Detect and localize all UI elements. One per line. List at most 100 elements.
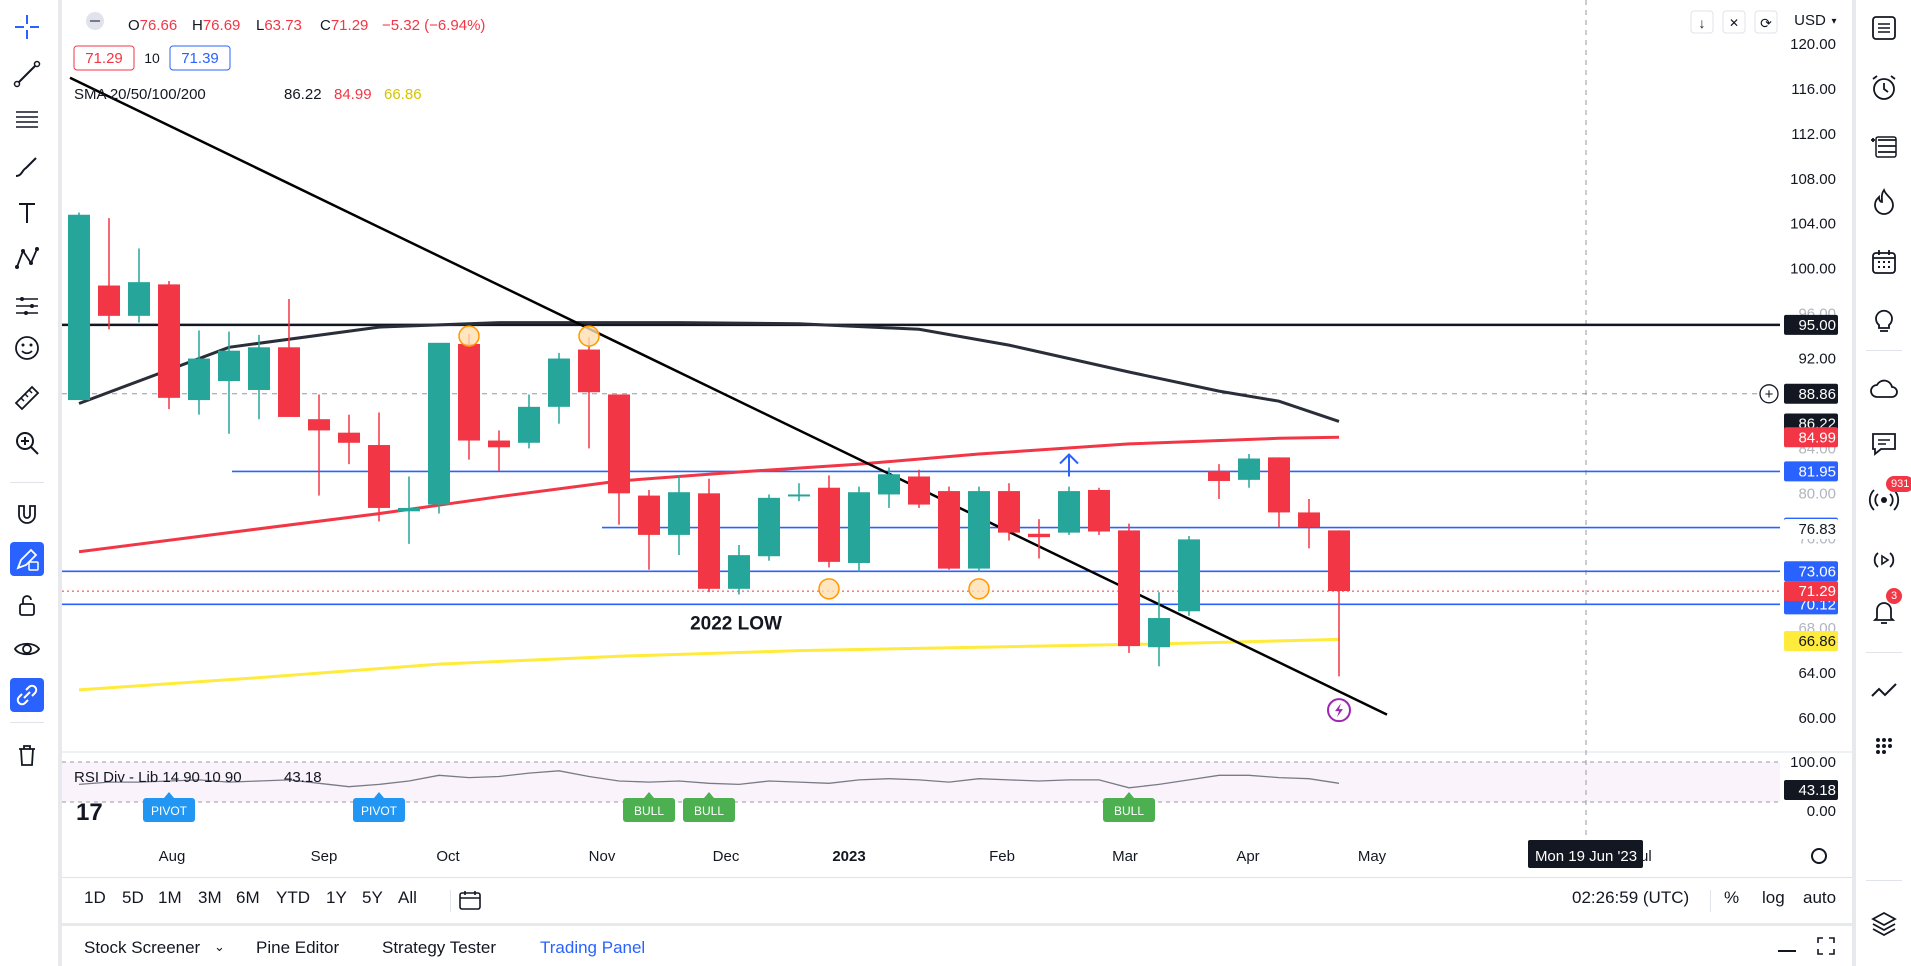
rsi-signal-badge[interactable] [353, 798, 405, 822]
alarm-clock-button[interactable] [1866, 70, 1902, 106]
candle-body[interactable] [308, 419, 330, 431]
timeframe-1y[interactable]: 1Y [326, 888, 347, 907]
candle-body[interactable] [398, 507, 420, 512]
lock-drawing-tool-button[interactable] [10, 542, 44, 576]
auto-scale-toggle[interactable]: auto [1803, 888, 1837, 907]
candle-body[interactable] [1118, 530, 1140, 647]
timeframe-ytd[interactable]: YTD [276, 888, 310, 907]
timeframe-3m[interactable]: 3M [198, 888, 222, 907]
candle-body[interactable] [878, 474, 900, 495]
collapse-button[interactable] [1722, 10, 1746, 34]
fib-lines-tool-button[interactable] [10, 103, 44, 137]
rsi-signal-badge[interactable] [1103, 798, 1155, 822]
layers-button[interactable] [1866, 906, 1902, 942]
time-axis[interactable]: AugSepOctNovDec2023FebMarAprMayJuulMon 1… [159, 840, 1652, 868]
candle-body[interactable] [98, 285, 120, 316]
forecast-tool-button[interactable] [10, 289, 44, 323]
crosshair-tool-button[interactable] [10, 10, 44, 44]
candle-body[interactable] [938, 491, 960, 569]
candle-body[interactable] [1328, 530, 1350, 592]
annotation-2022-low[interactable]: 2022 LOW [690, 613, 782, 634]
trendline-tool-button[interactable] [10, 57, 44, 91]
candle-body[interactable] [518, 406, 540, 443]
calendar-button[interactable] [1866, 244, 1902, 280]
candle-body[interactable] [968, 491, 990, 569]
zoom-tool-button[interactable] [10, 426, 44, 460]
text-tool-button[interactable] [10, 196, 44, 230]
rsi-signal-badge[interactable] [143, 798, 195, 822]
candle-body[interactable] [488, 440, 510, 448]
lock-tool-button[interactable] [10, 588, 44, 622]
date-range-calendar-icon[interactable] [458, 889, 482, 911]
candle-body[interactable] [338, 432, 360, 443]
candle-body[interactable] [578, 349, 600, 393]
candle-body[interactable] [1088, 489, 1110, 532]
candle-body[interactable] [458, 343, 480, 441]
tab-stock-screener[interactable]: Stock Screener [84, 938, 201, 957]
candle-body[interactable] [998, 491, 1020, 533]
maximize-panel-icon[interactable] [1816, 936, 1836, 956]
candle-body[interactable] [1208, 470, 1230, 481]
trend-button[interactable] [1866, 674, 1902, 710]
candle-body[interactable] [1058, 491, 1080, 533]
log-scale-toggle[interactable]: log [1762, 888, 1785, 907]
scroll-down-button[interactable] [1690, 10, 1714, 34]
utc-clock[interactable]: 02:26:59 (UTC) [1572, 888, 1690, 907]
add-list-button[interactable] [1866, 128, 1902, 164]
candle-body[interactable] [248, 347, 270, 390]
timeframe-6m[interactable]: 6M [236, 888, 260, 907]
tab-trading-panel[interactable]: Trading Panel [540, 938, 646, 957]
candle-body[interactable] [1028, 533, 1050, 538]
candle-body[interactable] [848, 492, 870, 563]
candle-body[interactable] [668, 492, 690, 535]
sell-button[interactable] [73, 45, 135, 71]
chart-settings-gear-icon[interactable] [1811, 848, 1827, 864]
candle-body[interactable] [638, 495, 660, 535]
pattern-tool-button[interactable] [10, 242, 44, 276]
buy-button[interactable] [169, 45, 231, 71]
candle-body[interactable] [368, 445, 390, 508]
hotlist-button[interactable] [1866, 184, 1902, 220]
rsi-signal-badge[interactable] [623, 798, 675, 822]
sma-indicator-label[interactable]: SMA 20/50/100/200 [74, 86, 206, 103]
candle-body[interactable] [1148, 618, 1170, 648]
tab-strategy-tester[interactable]: Strategy Tester [382, 938, 497, 957]
candle-body[interactable] [728, 555, 750, 589]
minimize-panel-icon[interactable] [1778, 950, 1796, 952]
price-chart[interactable]: 2022 LOW 120.00 116.00 112.00 108.00 104.00 10… [62, 0, 1852, 877]
ideas-lightbulb-button[interactable] [1866, 302, 1902, 338]
candle-body[interactable] [278, 347, 300, 417]
candle-body[interactable] [608, 394, 630, 494]
dots-grid-button[interactable] [1866, 728, 1902, 764]
currency-selector[interactable]: USD [1794, 12, 1826, 29]
candle-body[interactable] [158, 284, 180, 398]
brush-tool-button[interactable] [10, 150, 44, 184]
timeframe-5d[interactable]: 5D [122, 888, 144, 907]
candle-body[interactable] [428, 342, 450, 505]
candle-body[interactable] [788, 494, 810, 497]
timeframe-1m[interactable]: 1M [158, 888, 182, 907]
candle-body[interactable] [1238, 458, 1260, 480]
ruler-tool-button[interactable] [10, 381, 44, 415]
tab-pine-editor[interactable]: Pine Editor [256, 938, 340, 957]
fullscreen-button[interactable] [1754, 10, 1778, 34]
rsi-signal-badge[interactable] [683, 798, 735, 822]
play-button[interactable] [1866, 542, 1902, 578]
timeframe-1d[interactable]: 1D [84, 888, 106, 907]
chevron-down-icon[interactable]: ⌄ [214, 939, 225, 954]
add-alert-plus-button[interactable] [1759, 384, 1779, 404]
rsi-indicator-label[interactable]: RSI Div - Lib 14 90 10 90 [74, 769, 242, 786]
percent-scale-toggle[interactable]: % [1724, 888, 1740, 907]
candle-body[interactable] [908, 476, 930, 505]
magnet-tool-button[interactable] [10, 498, 44, 532]
candle-body[interactable] [218, 350, 240, 381]
link-tool-button[interactable] [10, 678, 44, 712]
candle-body[interactable] [188, 358, 210, 401]
timeframe-5y[interactable]: 5Y [362, 888, 383, 907]
timeframe-all[interactable]: All [398, 888, 417, 907]
notifications-button[interactable]: 3 [1866, 588, 1903, 630]
price-axis[interactable]: 120.00 116.00 112.00 108.00 104.00 100.00 92.0… [1759, 36, 1838, 727]
candle-body[interactable] [758, 497, 780, 557]
candle-body[interactable] [128, 282, 150, 316]
trendline[interactable] [69, 76, 1388, 716]
